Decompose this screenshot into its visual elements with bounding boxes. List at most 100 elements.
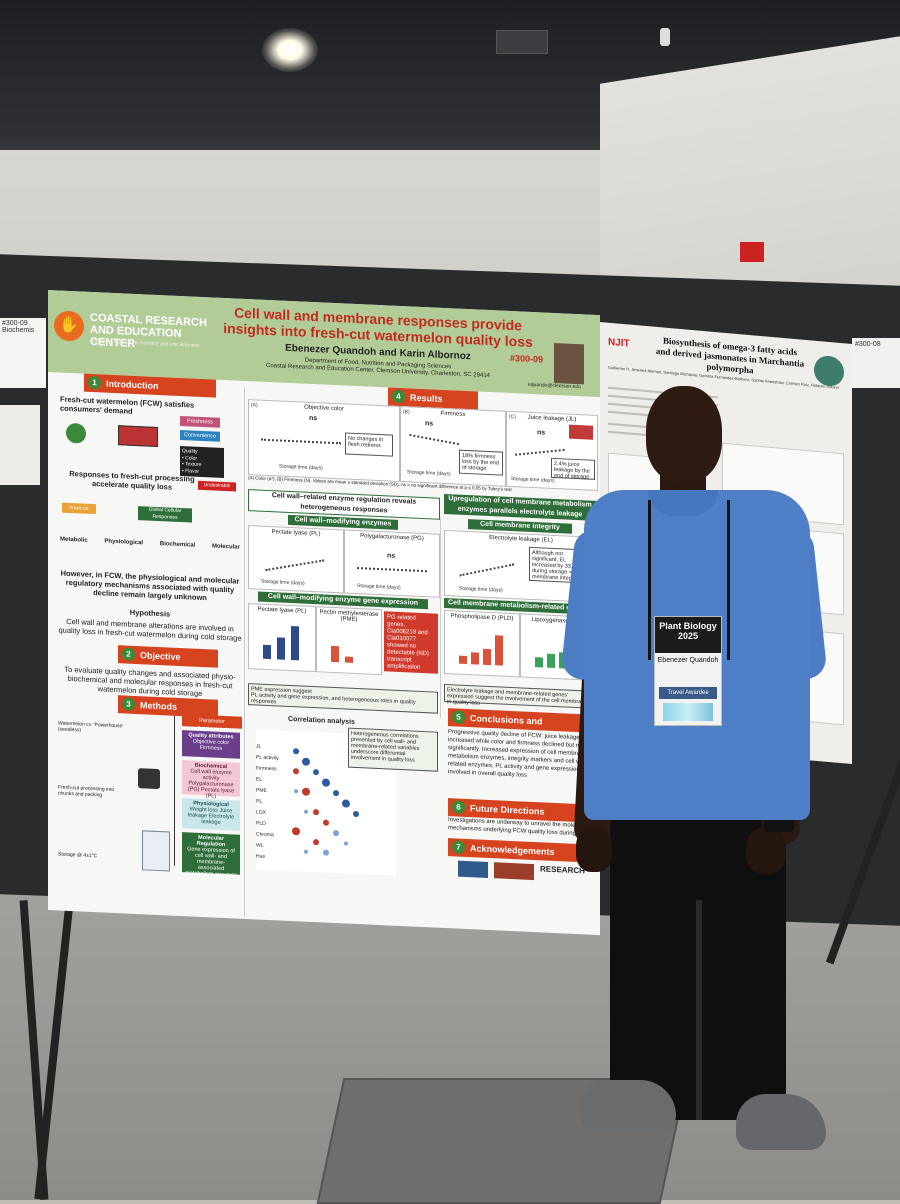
pl-xlabel: Storage time (days) [261,578,305,587]
fresh-cut-operation-tag: Fresh-cut operation [62,502,96,521]
presenter-person: Plant Biology 2025 Ebenezer Quandoh Trav… [560,380,860,1200]
section-label: Introduction [106,378,159,392]
quality-attributes-detail: Objective color Firmness [192,738,230,752]
ceiling-sprinkler [660,28,670,46]
chart-pme-expression: Pectin methylesterase (PME) [316,606,382,676]
section-number: 2 [122,647,135,661]
methods-processing: Fresh-cut processing into chunks and pac… [58,784,115,799]
color-data-points [261,438,341,447]
objective-text: To evaluate quality changes and associat… [64,664,236,699]
section-number: 1 [88,375,101,390]
pme-title: Pectin methylesterase (PME) [319,609,379,624]
quality-attributes-box: Quality attributes Objective color Firmn… [182,730,240,759]
correlation-label: PL [256,798,263,805]
pl-title: Pectate lyase (PL) [271,529,321,538]
bar [459,655,467,665]
bar [471,652,479,665]
bar [263,644,271,660]
pg-xlabel: Storage time (days) [357,583,401,592]
pants-seam [696,900,702,1120]
section-label: Acknowledgements [470,843,555,858]
name-badge: Plant Biology 2025 Ebenezer Quandoh Trav… [654,616,722,726]
methods-bracket [174,715,175,866]
section-label: Methods [140,700,177,712]
panel-sig: ns [537,429,546,437]
side-tag-right: #300-08 [852,338,900,388]
bar [331,645,339,663]
correlation-label: Hue [256,853,266,860]
badge-award: Travel Awardee [659,687,717,699]
panel-note: No changes in flesh redness [345,432,393,457]
pl-data-points [265,559,325,574]
chart-firmness: (B) Firmness ns 18% firmness loss by the… [400,405,506,487]
response-types: Metabolic Physiological Biochemical Mole… [60,537,240,551]
el-data-points [459,563,515,579]
correlation-label: JL [256,743,262,750]
response-molecular: Molecular [211,543,240,551]
correlation-label: WL [256,842,264,849]
panel-sig: ns [309,414,318,423]
chart-pld-expression: Phospholipase D (PLD) [444,609,520,678]
lanyard [648,500,730,660]
pg-data-points [357,567,427,575]
bar [483,648,491,666]
correlation-label: PLD [256,820,266,827]
tag-freshness: Freshness [180,415,220,428]
bar [535,657,543,668]
bar [345,656,353,663]
side-paper [0,405,40,485]
correlation-dots [292,748,359,856]
methods-cultivar: Watermelon cv. 'Powerhouse' (seedless) [58,720,124,734]
side-tag-right-text: #300-08 [855,341,881,348]
correlation-label: Chroma [256,831,274,839]
chart-polygalacturonase: Polygalacturonase (PG) ns Storage time (… [344,529,440,598]
fcw-package-icon [118,425,158,447]
enzyme-heading: Cell wall–related enzyme regulation reve… [248,489,440,520]
badge-hologram [663,703,713,721]
refrigerator-icon [142,830,170,872]
molecular-box: Molecular Regulation Gene expression of … [182,832,240,879]
bar [547,653,555,669]
chart-pl-expression: Pectate lyase (PL) [248,603,316,673]
pg-genes-note: PG related genes, Cla006218 and Cla01007… [384,611,438,674]
njit-logo: NJIT [608,336,630,350]
section-number: 7 [452,840,465,854]
right-hand [746,828,786,874]
stand-left [10,900,74,1200]
ceiling-vent [496,30,548,54]
right-shoe [736,1094,826,1150]
juice-data-points [514,448,566,458]
shirt-collar [648,490,718,516]
el-xlabel: Storage time (days) [459,585,503,594]
chart-pectate-lyase: Pectate lyase (PL) Storage time (days) [248,525,344,594]
physiological-box: Physiological Weight loss Juice leakage … [182,798,240,831]
correlation-label: PME [256,787,267,794]
chart-objective-color: (A) Objective color ns No changes in fle… [248,399,400,482]
correlation-label: PL activity [256,754,279,762]
watermelon-icon [66,422,86,444]
section-number: 4 [392,389,405,404]
section-number: 3 [122,697,135,711]
bar [495,635,503,666]
undesirable-tag: Undesirable [198,480,236,492]
global-responses-box: Global Cellular Responses [138,506,192,523]
ceiling-light [262,28,318,72]
panel-xlabel: Storage time (days) [407,469,451,478]
pg-sig: ns [387,552,396,560]
head [646,386,722,482]
panel-sig: ns [425,420,434,428]
response-metabolic: Metabolic [60,536,88,544]
panel-note: 18% firmness loss by the end of storage [459,449,503,476]
main-poster: ✋ COASTAL RESEARCH AND EDUCATION CENTER … [48,290,600,936]
section-number: 6 [452,800,465,814]
section-label: Objective [140,650,181,663]
correlation-label: EL [256,776,263,783]
left-shoe [580,1080,676,1130]
section-number: 5 [452,710,465,724]
panel-xlabel: Storage time (days) [511,476,555,485]
methods-storage: Storage @ 4±1°C [58,851,98,860]
column-divider [440,517,441,718]
biochemical-detail: Cell wall enzyme activity Polygalacturon… [187,768,235,800]
firmness-data-points [408,433,460,448]
usda-logo-icon [458,860,488,878]
